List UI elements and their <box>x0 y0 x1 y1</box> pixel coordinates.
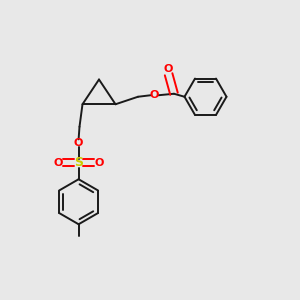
Text: O: O <box>94 158 104 168</box>
Text: O: O <box>150 90 159 100</box>
Text: O: O <box>74 138 83 148</box>
Text: O: O <box>54 158 63 168</box>
Text: O: O <box>164 64 173 74</box>
Text: S: S <box>74 156 83 169</box>
